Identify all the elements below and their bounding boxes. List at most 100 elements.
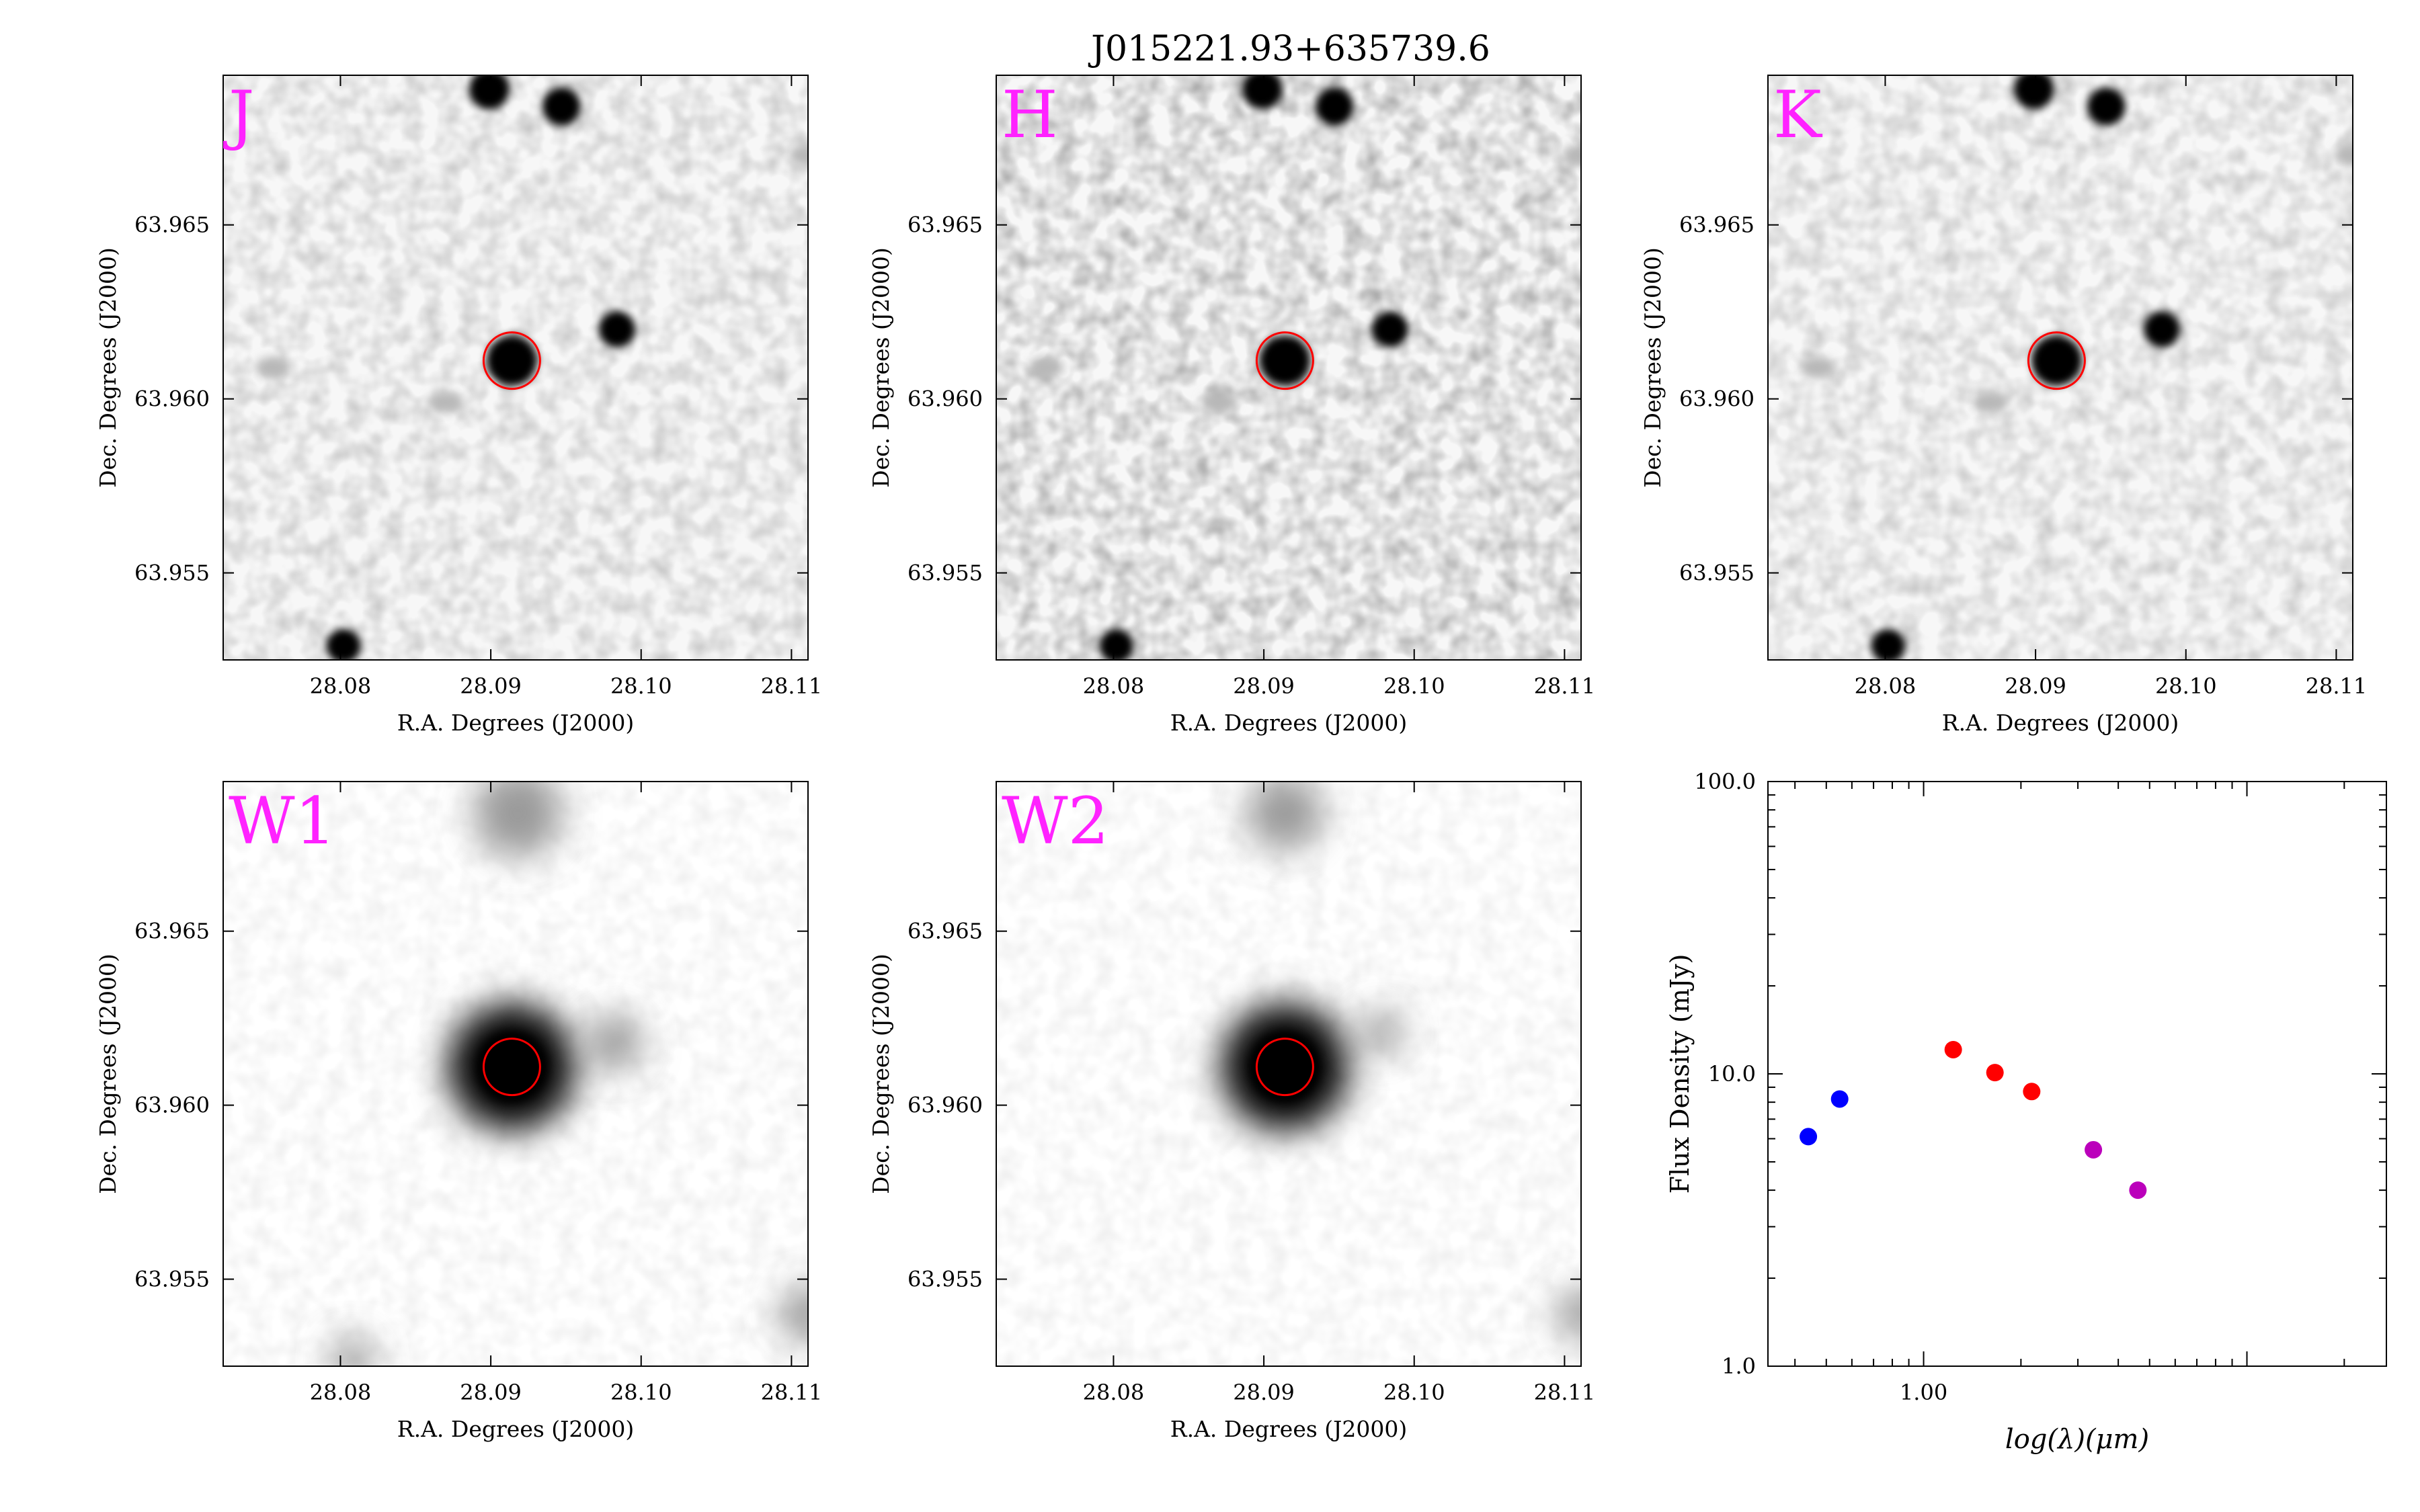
x-tick-label: 28.10 — [610, 1380, 672, 1405]
y-tick-label: 63.955 — [134, 1267, 210, 1292]
panel-k-band: 28.08 28.09 28.10 28.11 63.955 63.960 63.965 R.… — [1640, 75, 2368, 736]
target-circle — [482, 1038, 541, 1097]
band-label: W2 — [1002, 784, 1109, 859]
source-blob — [1359, 1009, 1404, 1055]
y-axis-label: Dec. Degrees (J2000) — [95, 954, 121, 1194]
source-star — [1871, 628, 1906, 660]
source-star — [542, 87, 581, 126]
image-area — [1768, 75, 2353, 660]
faint-source — [428, 391, 464, 413]
faint-source — [2333, 144, 2353, 167]
target-circle — [1255, 331, 1314, 390]
panel-w1-band: 28.08 28.09 28.10 28.11 63.955 63.960 63.965 R.… — [95, 781, 823, 1442]
y-tick-label: 63.955 — [134, 560, 210, 586]
source-blob — [585, 1013, 643, 1072]
image-area — [223, 75, 808, 660]
y-tick-label: 63.960 — [908, 386, 983, 412]
source-star — [1099, 628, 1134, 660]
y-tick-label: 63.965 — [134, 919, 210, 944]
y-axis-label: Dec. Degrees (J2000) — [868, 954, 894, 1194]
panel-frame — [223, 75, 809, 661]
source-blob — [1556, 1288, 1581, 1340]
y-tick-label: 63.960 — [1679, 386, 1755, 412]
image-area — [996, 782, 1581, 1366]
sed-point — [1830, 1090, 1849, 1108]
source-star — [2013, 75, 2054, 110]
source-star — [1242, 75, 1283, 110]
source-blob — [1246, 782, 1324, 851]
faint-source — [789, 144, 808, 167]
y-tick-label: 63.965 — [908, 919, 983, 944]
x-tick-label: 28.11 — [1534, 673, 1596, 699]
y-axis-label: Dec. Degrees (J2000) — [95, 247, 121, 488]
panel-j-band: 28.08 28.09 28.10 28.11 63.955 63.960 63.965 R.… — [95, 75, 822, 736]
band-label: H — [1002, 77, 1058, 153]
sed-y-tick-label: 10.0 — [1708, 1061, 1756, 1087]
band-label: W1 — [229, 784, 336, 859]
faint-source — [1028, 357, 1063, 378]
x-axis-label: R.A. Degrees (J2000) — [1170, 710, 1407, 736]
faint-source — [255, 357, 290, 378]
source-star — [2143, 311, 2180, 348]
x-tick-label: 28.08 — [310, 1380, 372, 1405]
sed-x-axis-label: log(λ)(μm) — [2005, 1424, 2149, 1455]
y-tick-label: 63.965 — [1679, 212, 1755, 238]
sed-x-tick-label: 1.00 — [1900, 1380, 1947, 1405]
x-tick-label: 28.11 — [2306, 673, 2368, 699]
y-tick-label: 63.955 — [908, 560, 983, 586]
y-axis-label: Dec. Degrees (J2000) — [868, 247, 894, 488]
source-star — [1315, 87, 1354, 126]
sed-point — [2129, 1181, 2147, 1200]
target-circle — [1255, 1038, 1314, 1097]
figure-title: J015221.93+635739.6 — [1088, 29, 1490, 69]
x-tick-label: 28.09 — [2005, 673, 2066, 699]
panel-frame — [996, 75, 1582, 661]
faint-source — [1201, 391, 1237, 413]
source-star — [469, 75, 510, 110]
sed-point — [2023, 1083, 2041, 1101]
y-tick-label: 63.965 — [134, 212, 210, 238]
x-tick-label: 28.08 — [1083, 1380, 1145, 1405]
source-star — [486, 335, 537, 386]
panel-frame — [223, 781, 809, 1367]
source-blob — [779, 1285, 808, 1343]
x-tick-label: 28.09 — [1233, 1380, 1295, 1405]
x-axis-label: R.A. Degrees (J2000) — [1942, 710, 2179, 736]
x-tick-label: 28.11 — [1534, 1380, 1596, 1405]
x-axis-label: R.A. Degrees (J2000) — [397, 710, 634, 736]
y-tick-label: 63.955 — [1679, 560, 1755, 586]
x-tick-label: 28.08 — [310, 673, 372, 699]
panel-frame — [1767, 75, 2353, 661]
source-star — [2087, 87, 2126, 126]
sed-frame — [1767, 781, 2387, 1367]
sed-plot: 1.0 10.0 100.0 1.00 log(λ)(μm) Flux Density (… — [1665, 769, 2387, 1455]
source-star — [2031, 335, 2082, 386]
sed-point — [2085, 1140, 2103, 1159]
y-tick-label: 63.965 — [908, 212, 983, 238]
panel-w2-band: 28.08 28.09 28.10 28.11 63.955 63.960 63.965 R.… — [868, 781, 1596, 1442]
source-core — [1250, 1032, 1320, 1102]
y-tick-label: 63.955 — [908, 1267, 983, 1292]
sed-y-axis-label: Flux Density (mJy) — [1665, 954, 1695, 1194]
source-blob — [330, 1337, 375, 1366]
faint-source — [1973, 391, 2009, 413]
y-tick-label: 63.960 — [134, 386, 210, 412]
target-circle — [482, 331, 541, 390]
sed-point — [1986, 1064, 2004, 1082]
source-star — [598, 311, 635, 348]
sed-y-tick-label: 100.0 — [1694, 769, 1756, 794]
x-axis-label: R.A. Degrees (J2000) — [397, 1416, 634, 1442]
y-axis-label: Dec. Degrees (J2000) — [1640, 247, 1666, 488]
x-tick-label: 28.11 — [761, 1380, 823, 1405]
band-label: K — [1773, 77, 1823, 153]
faint-source — [1800, 357, 1835, 378]
panel-h-band: 28.08 28.09 28.10 28.11 63.955 63.960 63.965 R.… — [868, 75, 1596, 736]
image-area — [996, 75, 1581, 660]
sed-point — [1800, 1128, 1818, 1146]
x-tick-label: 28.09 — [460, 1380, 522, 1405]
y-tick-label: 63.960 — [134, 1093, 210, 1118]
x-tick-label: 28.10 — [1383, 673, 1445, 699]
target-circle — [2027, 331, 2086, 390]
source-core — [477, 1032, 547, 1102]
